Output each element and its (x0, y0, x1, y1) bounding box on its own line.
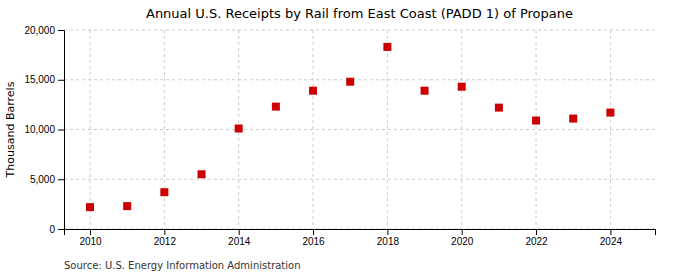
tick-mark (90, 229, 91, 235)
grid-line-y (64, 179, 655, 180)
point (495, 104, 503, 112)
tick-mark (610, 229, 611, 235)
tick-label: 2022 (525, 236, 548, 247)
tick-mark (58, 229, 64, 230)
title: Annual U.S. Receipts by Rail from East C… (146, 6, 573, 21)
grid-line-x (461, 30, 462, 229)
tick: 20,000 (24, 25, 64, 36)
point (309, 87, 317, 95)
tick-mark (58, 80, 64, 81)
tick-label: 2012 (154, 236, 177, 247)
x-axis: 2010 2012 2014 2016 2018 2020 2022 2024 (65, 229, 656, 247)
grid-line-y (64, 79, 655, 80)
point (160, 188, 168, 196)
grid-line-x (313, 30, 314, 229)
tick-mark (239, 229, 240, 235)
grid-line-x (536, 30, 537, 229)
grid (64, 30, 655, 229)
tick-mark (313, 229, 314, 235)
tick: 0 (49, 224, 64, 235)
tick-label: 0 (49, 224, 55, 235)
tick: 2012 (154, 229, 177, 247)
grid-line-y (64, 30, 655, 31)
grid-line-y (64, 129, 655, 130)
tick: 2014 (228, 229, 251, 247)
point (383, 43, 391, 51)
grid-line-x (610, 30, 611, 229)
tick: 5,000 (30, 174, 64, 185)
point (86, 203, 94, 211)
tick: 2018 (377, 229, 400, 247)
tick: 2020 (451, 229, 474, 247)
point (569, 115, 577, 123)
tick-label: 10,000 (24, 124, 55, 135)
axis-line (65, 230, 656, 236)
tick-mark (462, 229, 463, 235)
point (421, 87, 429, 95)
tick-label: 2020 (451, 236, 474, 247)
point (346, 78, 354, 86)
tick-mark (536, 229, 537, 235)
tick: 2022 (525, 229, 548, 247)
chart: 2010 2012 2014 2016 2018 2020 2022 2024 0 5,000 10… (0, 0, 675, 275)
tick-label: 20,000 (24, 25, 55, 36)
tick-label: 2024 (600, 236, 623, 247)
tick: 15,000 (24, 74, 64, 85)
tick-mark (387, 229, 388, 235)
point (272, 103, 280, 111)
grid-line-x (164, 30, 165, 229)
axis-line (58, 31, 65, 230)
tick-mark (58, 30, 64, 31)
grid-line-x (387, 30, 388, 229)
annotation: Source: U.S. Energy Information Administ… (64, 260, 301, 271)
y-axis-title: Thousand Barrels (4, 81, 17, 178)
tick: 10,000 (24, 124, 64, 135)
tick-label: 5,000 (30, 174, 55, 185)
tick: 2016 (302, 229, 325, 247)
tick-mark (58, 130, 64, 131)
tick-label: 2010 (79, 236, 102, 247)
point (198, 170, 206, 178)
point (123, 202, 131, 210)
grid-line-x (90, 30, 91, 229)
tick-label: 2018 (377, 236, 400, 247)
points (86, 43, 614, 211)
tick: 2024 (600, 229, 623, 247)
point (532, 117, 540, 125)
point (458, 83, 466, 91)
tick: 2010 (79, 229, 102, 247)
tick-label: 2016 (302, 236, 325, 247)
point (606, 109, 614, 117)
tick-label: 2014 (228, 236, 251, 247)
tick-mark (164, 229, 165, 235)
y-axis: 0 5,000 10,000 15,000 20,000 (24, 25, 64, 235)
plot-area: 2010 2012 2014 2016 2018 2020 2022 2024 0 5,000 10… (24, 25, 655, 247)
tick-label: 15,000 (24, 74, 55, 85)
tick-mark (58, 179, 64, 180)
point (235, 125, 243, 133)
